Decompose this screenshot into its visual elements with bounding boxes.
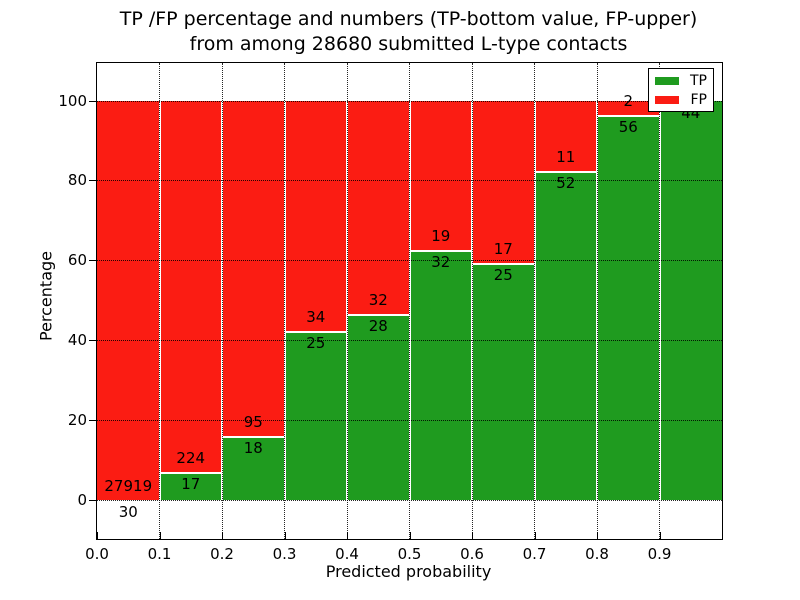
x-tick-label: 0.4 bbox=[335, 545, 359, 563]
legend-swatch-fp bbox=[655, 95, 679, 104]
fp-count-label: 11 bbox=[556, 147, 576, 166]
grid-line-v bbox=[159, 63, 160, 539]
x-axis-label: Predicted probability bbox=[325, 562, 492, 581]
y-tick-label: 80 bbox=[67, 171, 87, 190]
x-tick-label: 0.7 bbox=[522, 545, 547, 563]
x-tick-label: 0.2 bbox=[210, 545, 234, 563]
fp-count-label: 95 bbox=[243, 413, 263, 432]
fp-count-label: 17 bbox=[493, 239, 513, 258]
tp-count-label: 32 bbox=[431, 252, 451, 271]
fp-count-label: 27919 bbox=[104, 476, 153, 495]
bar-segment-tp bbox=[597, 114, 660, 500]
bar-segment-tp bbox=[347, 313, 410, 500]
grid-line-v bbox=[221, 63, 223, 539]
y-tick-label: 0 bbox=[77, 490, 87, 509]
legend-swatch-tp bbox=[655, 76, 679, 85]
bar-segment-tp bbox=[659, 101, 722, 500]
y-tick bbox=[89, 100, 96, 102]
y-tick-label: 40 bbox=[67, 330, 87, 349]
x-tick-label: 0.0 bbox=[85, 545, 109, 563]
x-tick-label: 0.6 bbox=[460, 545, 484, 563]
grid-line-v bbox=[471, 63, 473, 539]
bar-segment-fp bbox=[472, 101, 535, 263]
x-tick bbox=[659, 532, 661, 539]
y-tick bbox=[89, 180, 96, 182]
tp-count-label: 18 bbox=[243, 439, 263, 458]
x-tick bbox=[534, 532, 536, 539]
tp-count-label: 52 bbox=[556, 173, 576, 192]
x-tick bbox=[347, 532, 348, 539]
bar-segment-tp bbox=[472, 262, 535, 500]
tp-count-label: 28 bbox=[368, 316, 388, 335]
x-tick-label: 0.3 bbox=[272, 545, 297, 563]
tp-count-label: 17 bbox=[181, 474, 201, 493]
x-tick-label: 0.1 bbox=[147, 545, 172, 563]
chart-title: TP /FP percentage and numbers (TP-bottom… bbox=[96, 7, 721, 57]
x-tick-label: 0.8 bbox=[585, 545, 609, 563]
bar-segment-tp bbox=[534, 170, 597, 500]
bar-segment-fp bbox=[534, 101, 597, 171]
legend: TP FP bbox=[648, 68, 714, 112]
y-tick bbox=[89, 339, 96, 341]
bar-segment-fp bbox=[597, 101, 660, 115]
y-tick-label: 20 bbox=[67, 410, 87, 429]
fp-count-label: 2 bbox=[623, 91, 634, 110]
bar-segment-fp bbox=[409, 101, 472, 250]
bar-segment-tp bbox=[159, 471, 222, 500]
tp-count-label: 30 bbox=[118, 502, 138, 521]
x-tick bbox=[222, 532, 223, 539]
x-tick bbox=[284, 532, 286, 539]
bar-segment-fp bbox=[284, 101, 347, 331]
grid-line-v bbox=[409, 63, 410, 539]
tp-count-label: 56 bbox=[618, 117, 638, 136]
x-tick bbox=[597, 532, 598, 539]
legend-label-fp: FP bbox=[690, 91, 708, 108]
plot-area: 0.0 0.1 0.2 0.3 0.4 0.5 0.6 0.7 0.8 0.9 0 20 40 60 80 1… bbox=[58, 62, 723, 563]
grid-line-v bbox=[534, 63, 535, 539]
bar-segment-fp bbox=[347, 101, 410, 314]
y-tick bbox=[89, 419, 96, 421]
bar-segment-tp bbox=[97, 499, 160, 502]
bar-segment-fp bbox=[159, 101, 222, 472]
y-tick bbox=[89, 499, 96, 501]
y-tick bbox=[89, 260, 96, 262]
legend-row: FP bbox=[655, 92, 707, 108]
legend-label-tp: TP bbox=[690, 72, 707, 89]
y-tick-label: 100 bbox=[58, 91, 87, 110]
grid-line-v bbox=[346, 63, 348, 539]
bar-segment-fp bbox=[97, 101, 160, 500]
x-tick bbox=[472, 532, 473, 539]
fp-count-label: 224 bbox=[176, 448, 206, 467]
x-tick-label: 0.9 bbox=[647, 545, 672, 563]
bar-segment-fp bbox=[222, 101, 285, 437]
bar-segment-tp bbox=[409, 249, 472, 500]
bar-segment-tp bbox=[284, 330, 347, 500]
x-tick-label: 0.5 bbox=[397, 545, 422, 563]
grid-line-v bbox=[659, 63, 660, 539]
chart-title-line2: from among 28680 submitted L-type contac… bbox=[189, 33, 628, 55]
legend-row: TP bbox=[655, 73, 707, 89]
chart-title-line1: TP /FP percentage and numbers (TP-bottom… bbox=[119, 8, 698, 30]
fp-count-label: 34 bbox=[306, 307, 326, 326]
tp-count-label: 25 bbox=[306, 333, 326, 352]
x-tick bbox=[159, 532, 161, 539]
bar-segment-tp bbox=[222, 436, 285, 500]
grid-line-v bbox=[284, 63, 285, 539]
grid-line-v bbox=[596, 63, 598, 539]
fp-count-label: 32 bbox=[368, 290, 388, 309]
fp-count-label: 19 bbox=[431, 226, 451, 245]
tp-count-label: 25 bbox=[493, 265, 513, 284]
x-tick bbox=[97, 532, 98, 539]
x-tick bbox=[409, 532, 411, 539]
y-tick-label: 60 bbox=[67, 251, 87, 270]
